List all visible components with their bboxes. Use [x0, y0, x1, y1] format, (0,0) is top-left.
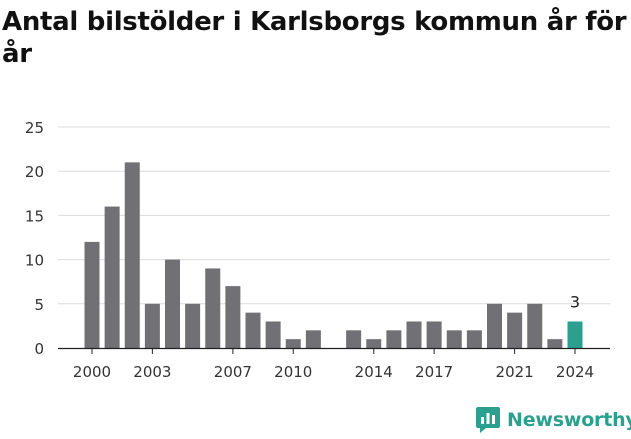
y-tick-label: 5 — [34, 296, 44, 314]
x-axis: 2000 2003 2007 2010 2014 2017 2021 2024 — [58, 347, 610, 381]
x-tick-label: 2021 — [496, 363, 534, 381]
bar-2022 — [527, 303, 543, 348]
bar-2024 — [567, 321, 583, 348]
x-tick-label: 2014 — [355, 363, 393, 381]
bar-2020 — [487, 303, 502, 348]
bar-2018 — [446, 330, 462, 348]
x-tick-label: 2024 — [556, 363, 594, 381]
bar-2007 — [225, 286, 241, 348]
bar-2021 — [507, 312, 523, 348]
y-tick-label: 25 — [25, 119, 44, 137]
x-tick-label: 2000 — [73, 363, 111, 381]
bar-2008 — [245, 312, 261, 348]
y-tick-label: 15 — [25, 207, 44, 225]
bars — [84, 162, 583, 348]
gridlines — [58, 126, 610, 305]
bar-2013 — [346, 330, 362, 348]
newsworthy-logo-icon — [476, 407, 500, 433]
bar-2016 — [406, 321, 422, 348]
bar-2023 — [547, 339, 563, 348]
bar-2006 — [205, 268, 221, 348]
bar-2011 — [305, 330, 321, 348]
bar-2017 — [426, 321, 442, 348]
data-labels: 3 — [570, 292, 580, 311]
bar-2014 — [366, 339, 382, 348]
x-tick-label: 2017 — [415, 363, 453, 381]
y-axis: 0 5 10 15 20 25 — [25, 119, 44, 358]
x-tick-label: 2010 — [274, 363, 312, 381]
chart-title: Antal bilstölder i Karlsborgs kommun år … — [2, 7, 627, 69]
data-label-2024: 3 — [570, 292, 580, 311]
y-tick-label: 20 — [25, 163, 44, 181]
brand: Newsworthy — [476, 407, 631, 433]
y-tick-label: 0 — [34, 340, 44, 358]
y-tick-label: 10 — [25, 252, 44, 270]
bar-2002 — [124, 162, 140, 348]
bar-2015 — [386, 330, 402, 348]
bar-2003 — [144, 303, 160, 348]
x-tick-label: 2003 — [133, 363, 171, 381]
bar-2004 — [165, 259, 180, 348]
bar-2009 — [265, 321, 281, 348]
brand-name: Newsworthy — [507, 409, 631, 431]
bar-2005 — [185, 303, 201, 348]
bar-2010 — [285, 339, 301, 348]
bar-2000 — [84, 241, 100, 348]
bar-2001 — [104, 206, 120, 348]
x-tick-label: 2007 — [214, 363, 252, 381]
bar-2019 — [466, 330, 482, 348]
